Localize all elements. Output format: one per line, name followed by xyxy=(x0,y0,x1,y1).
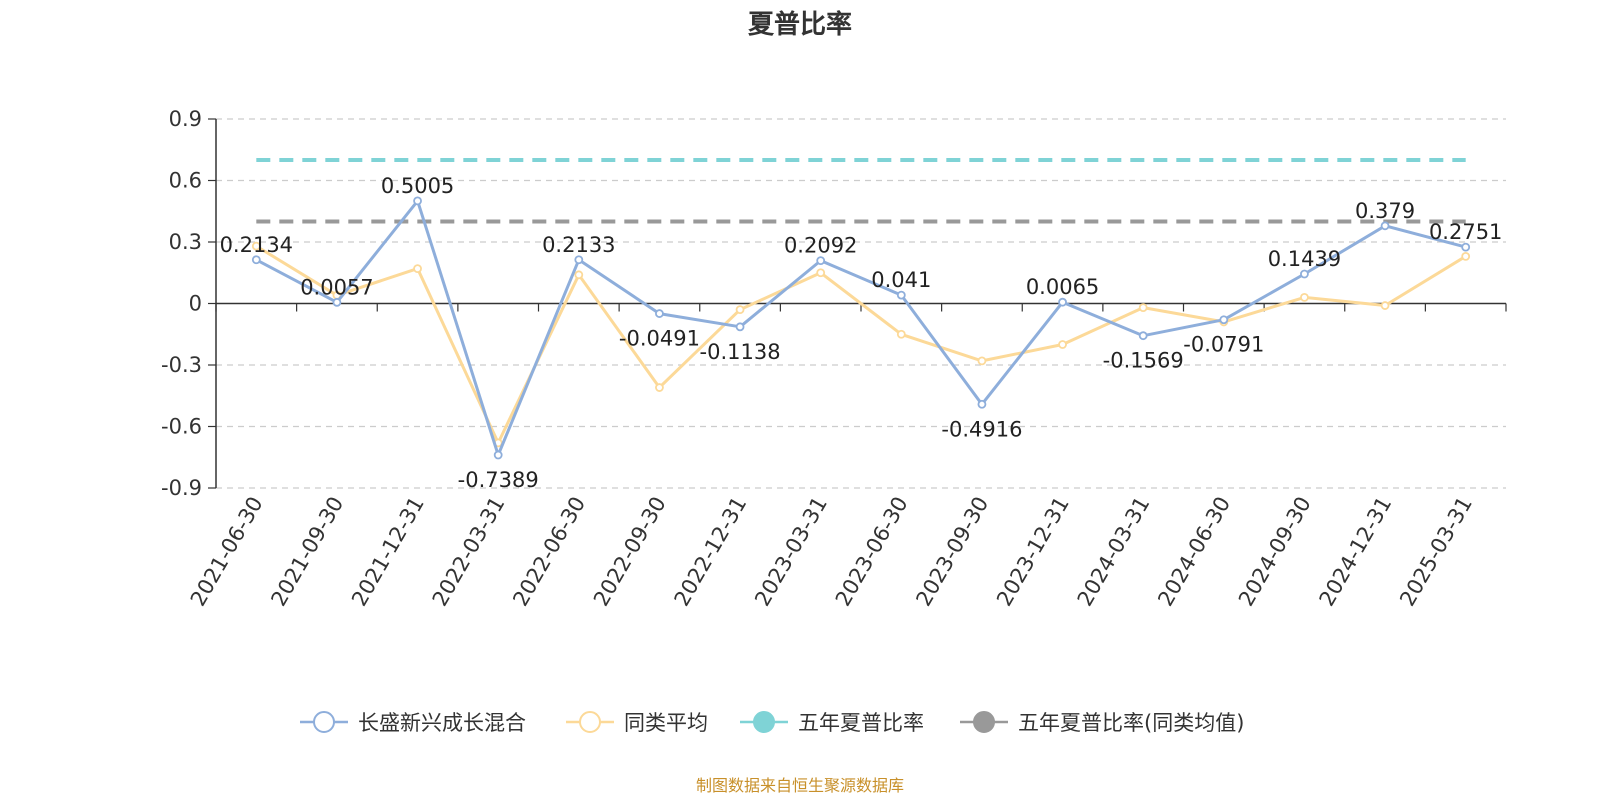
fund-point xyxy=(413,196,422,206)
peer-average-point xyxy=(977,356,987,366)
data-label: -0.0791 xyxy=(1183,333,1264,357)
y-tick-label: -0.3 xyxy=(161,353,202,377)
series-lines xyxy=(251,196,1471,460)
legend-label: 五年夏普比率(同类均值) xyxy=(1018,711,1244,735)
fund-point xyxy=(896,290,906,300)
data-label: 0.0065 xyxy=(1026,275,1099,299)
data-label: 0.2751 xyxy=(1429,220,1502,244)
legend-marker-icon xyxy=(973,711,995,733)
x-tick-label: 2023-06-30 xyxy=(831,493,913,611)
data-label: 0.2092 xyxy=(784,234,857,258)
fund-point xyxy=(735,322,745,332)
peer-average-point xyxy=(574,270,584,280)
y-tick-label: 0.3 xyxy=(169,230,202,254)
x-tick-label: 2023-09-30 xyxy=(911,493,993,611)
data-label: -0.0491 xyxy=(619,327,700,351)
y-tick-label: -0.6 xyxy=(161,415,202,439)
data-label: 0.1439 xyxy=(1268,247,1341,271)
fund-point xyxy=(1380,221,1390,231)
x-tick-label: 2021-06-30 xyxy=(186,493,268,611)
x-tick-label: 2024-06-30 xyxy=(1153,493,1235,611)
y-tick-label: 0 xyxy=(189,292,202,316)
peer-average-point xyxy=(1380,301,1390,310)
legend-label: 长盛新兴成长混合 xyxy=(358,711,526,735)
data-label: -0.4916 xyxy=(941,417,1022,441)
peer-average-point xyxy=(1138,303,1148,313)
data-label: 0.5005 xyxy=(381,174,454,198)
x-axis: 2021-06-302021-09-302021-12-312022-03-31… xyxy=(186,302,1507,611)
legend-marker-icon xyxy=(313,711,335,733)
fund-point xyxy=(1300,269,1309,279)
data-label: 0.2134 xyxy=(220,233,293,257)
legend-label: 同类平均 xyxy=(624,711,708,735)
fund-point xyxy=(332,297,342,307)
data-label: 0.041 xyxy=(871,268,931,292)
peer-average-point xyxy=(1300,292,1309,302)
fund-point xyxy=(574,255,584,265)
y-tick-label: -0.9 xyxy=(161,476,202,500)
x-tick-label: 2023-12-31 xyxy=(992,493,1074,611)
x-tick-label: 2022-06-30 xyxy=(508,493,590,611)
y-axis: 0.9 0.6 0.3 0 -0.3 -0.6 -0.9 xyxy=(161,107,217,500)
x-tick-label: 2023-03-31 xyxy=(750,493,832,611)
fund-line xyxy=(255,199,1467,457)
fund-point xyxy=(1461,242,1471,252)
x-tick-label: 2024-12-31 xyxy=(1315,493,1397,611)
x-tick-label: 2022-09-30 xyxy=(589,493,671,611)
legend-item[interactable]: 同类平均 xyxy=(566,711,708,735)
data-label: -0.1138 xyxy=(700,340,781,364)
legend[interactable]: 长盛新兴成长混合 同类平均 五年夏普比率 五年夏普比率(同类均值) xyxy=(300,711,1244,735)
x-tick-label: 2025-03-31 xyxy=(1395,493,1477,611)
fund-point xyxy=(1219,315,1229,325)
peer-average-point xyxy=(413,264,422,274)
legend-label: 五年夏普比率 xyxy=(798,711,924,735)
fund-point xyxy=(816,256,826,266)
x-tick-label: 2024-03-31 xyxy=(1073,493,1155,611)
x-tick-label: 2021-09-30 xyxy=(266,493,348,611)
data-label: -0.7389 xyxy=(458,468,539,492)
fund-point xyxy=(493,450,503,460)
fund-point xyxy=(1058,297,1067,307)
peer-average-point xyxy=(1461,251,1471,261)
y-tick-label: 0.9 xyxy=(169,107,202,131)
peer-average-point xyxy=(896,329,906,339)
fund-point xyxy=(977,399,987,409)
data-label: 0.0057 xyxy=(300,275,373,299)
x-tick-label: 2022-12-31 xyxy=(670,493,752,611)
x-tick-label: 2022-03-31 xyxy=(428,493,510,611)
x-tick-label: 2021-12-31 xyxy=(347,493,429,611)
data-label: 0.2133 xyxy=(542,233,615,257)
fund-point xyxy=(1138,331,1148,341)
peer-average-point xyxy=(735,305,745,315)
chart-title: 夏普比率 xyxy=(748,9,852,40)
source-note: 制图数据来自恒生聚源数据库 xyxy=(696,776,904,795)
legend-marker-icon xyxy=(579,711,601,733)
peer-average-point xyxy=(251,241,261,251)
legend-item[interactable]: 五年夏普比率 xyxy=(740,711,924,735)
peer-average-point xyxy=(655,383,664,392)
y-tick-label: 0.6 xyxy=(169,169,202,193)
legend-item[interactable]: 五年夏普比率(同类均值) xyxy=(960,711,1244,735)
data-labels: 0.21340.00570.5005-0.73890.2133-0.0491-0… xyxy=(220,174,1503,492)
legend-item[interactable]: 长盛新兴成长混合 xyxy=(300,711,526,735)
fund-point xyxy=(655,309,664,318)
data-label: -0.1569 xyxy=(1103,349,1184,373)
peer-average-point xyxy=(1058,340,1067,349)
legend-marker-icon xyxy=(753,711,775,733)
data-label: 0.379 xyxy=(1355,199,1415,223)
fund-point xyxy=(251,255,261,265)
peer-average-point xyxy=(816,268,826,278)
reference-lines xyxy=(256,158,1466,224)
peer-average-line xyxy=(255,244,1467,445)
x-tick-label: 2024-09-30 xyxy=(1234,493,1316,611)
